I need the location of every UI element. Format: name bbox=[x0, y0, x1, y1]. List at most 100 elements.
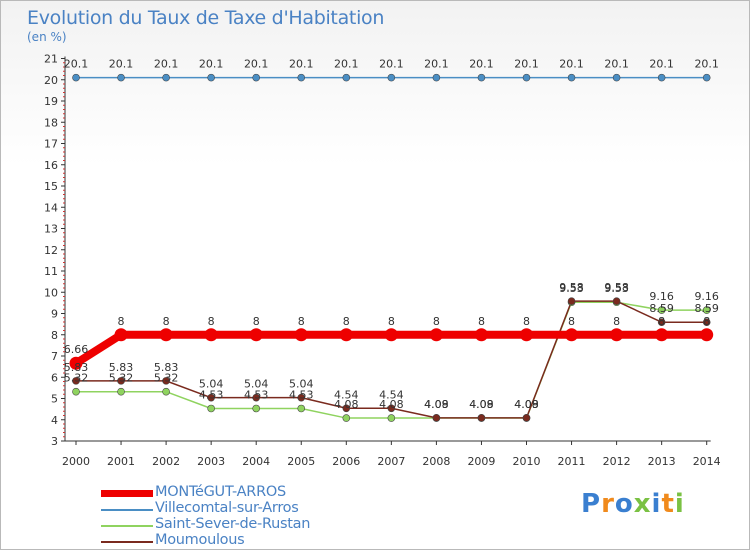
data-label: 8 bbox=[568, 315, 575, 328]
logo-letter: o bbox=[614, 489, 634, 519]
data-point bbox=[297, 73, 306, 82]
data-point bbox=[387, 404, 396, 413]
data-label: 20.1 bbox=[424, 58, 449, 71]
y-tick-label: 5 bbox=[51, 393, 58, 406]
y-tick-label: 4 bbox=[51, 414, 58, 427]
data-point bbox=[657, 306, 666, 314]
data-point bbox=[339, 328, 353, 342]
data-point bbox=[162, 377, 170, 385]
data-point bbox=[384, 328, 398, 342]
data-label: 8 bbox=[433, 315, 440, 328]
x-tick-label: 2002 bbox=[152, 455, 180, 468]
data-label: 4.54 bbox=[334, 388, 359, 401]
data-label: 5.32 bbox=[154, 372, 179, 385]
data-point bbox=[69, 356, 83, 370]
y-tick-label: 12 bbox=[44, 244, 58, 257]
x-tick-label: 2009 bbox=[467, 455, 495, 468]
data-label: 4.08 bbox=[514, 398, 539, 411]
data-label: 20.1 bbox=[154, 58, 179, 71]
x-tick-label: 2008 bbox=[422, 455, 450, 468]
legend-swatch bbox=[101, 541, 153, 543]
data-point bbox=[429, 328, 443, 342]
data-label: 8 bbox=[478, 315, 485, 328]
data-label: 8 bbox=[703, 315, 710, 328]
data-point bbox=[702, 306, 711, 314]
data-point bbox=[610, 328, 624, 342]
data-point bbox=[252, 73, 260, 82]
data-label: 8 bbox=[163, 315, 170, 328]
data-point bbox=[297, 393, 306, 402]
legend-swatch bbox=[101, 509, 153, 511]
y-tick-label: 3 bbox=[51, 435, 58, 448]
y-tick-label: 11 bbox=[44, 265, 58, 278]
logo-letter: t bbox=[661, 489, 675, 519]
data-label: 20.1 bbox=[694, 58, 719, 71]
data-point bbox=[612, 297, 621, 305]
data-label: 5.04 bbox=[244, 378, 269, 391]
data-label: 20.1 bbox=[109, 58, 134, 71]
logo-letter: i bbox=[651, 489, 662, 519]
y-tick-label: 6 bbox=[51, 371, 58, 384]
data-label: 5.04 bbox=[289, 378, 314, 391]
data-label: 8.59 bbox=[694, 302, 719, 315]
data-point bbox=[387, 414, 396, 422]
axes: 3 4 5 6 7 8 9 10 11 12 13 14 15 16 17 18 19 20 21 2000 2001 2… bbox=[44, 53, 721, 469]
data-label: 8 bbox=[343, 315, 350, 328]
y-tick-label: 10 bbox=[44, 286, 58, 299]
legend-swatch bbox=[101, 490, 153, 497]
data-label: 5.04 bbox=[199, 378, 224, 391]
data-point bbox=[72, 73, 80, 82]
data-point bbox=[567, 297, 576, 305]
data-point bbox=[252, 404, 260, 413]
data-point bbox=[432, 73, 441, 82]
y-tick-label: 15 bbox=[44, 180, 58, 193]
legend-label: Moumoulous bbox=[155, 532, 245, 548]
data-label: 4.09 bbox=[514, 398, 539, 411]
data-label: 20.1 bbox=[199, 58, 224, 71]
logo-letter: x bbox=[633, 489, 652, 519]
data-label: 20.1 bbox=[514, 58, 539, 71]
data-label: 20.1 bbox=[64, 58, 89, 71]
x-tick-label: 2006 bbox=[332, 455, 360, 468]
data-label: 4.09 bbox=[424, 398, 449, 411]
logo-letter: i bbox=[674, 489, 685, 519]
data-label: 5.83 bbox=[64, 361, 89, 374]
data-label: 20.1 bbox=[649, 58, 674, 71]
data-point bbox=[612, 73, 621, 82]
data-point bbox=[207, 73, 215, 82]
logo-letter: r bbox=[601, 489, 615, 519]
data-label: 5.83 bbox=[154, 361, 179, 374]
data-label: 8 bbox=[388, 315, 395, 328]
data-point bbox=[207, 393, 215, 402]
data-label: 20.1 bbox=[469, 58, 494, 71]
data-point bbox=[432, 414, 441, 422]
data-label: 20.1 bbox=[604, 58, 629, 71]
data-label: 9.16 bbox=[649, 290, 674, 303]
data-label: 8 bbox=[253, 315, 260, 328]
y-tick-label: 19 bbox=[44, 95, 58, 108]
data-point bbox=[702, 318, 711, 327]
data-point bbox=[565, 328, 579, 342]
data-label: 4.08 bbox=[424, 398, 449, 411]
data-label: 9.58 bbox=[604, 281, 629, 294]
proxiti-logo: Proxiti bbox=[581, 489, 685, 519]
data-point bbox=[520, 328, 533, 342]
x-tick-label: 2010 bbox=[513, 455, 541, 468]
data-label: 9.58 bbox=[559, 281, 584, 294]
data-point bbox=[700, 328, 714, 342]
data-label: 9.53 bbox=[559, 282, 584, 295]
x-tick-label: 2011 bbox=[558, 455, 586, 468]
data-label: 8 bbox=[613, 315, 620, 328]
y-tick-label: 21 bbox=[44, 53, 58, 66]
data-label: 5.83 bbox=[109, 361, 134, 374]
data-point bbox=[117, 377, 125, 385]
y-tick-label: 13 bbox=[44, 223, 58, 236]
series-points bbox=[69, 73, 714, 422]
data-point bbox=[522, 414, 531, 422]
y-tick-label: 14 bbox=[44, 201, 58, 214]
chart-title: Evolution du Taux de Taxe d'Habitation bbox=[27, 7, 385, 29]
data-point bbox=[567, 73, 576, 82]
data-label: 4.53 bbox=[289, 388, 314, 401]
data-label: 8 bbox=[208, 315, 215, 328]
x-tick-label: 2014 bbox=[693, 455, 721, 468]
